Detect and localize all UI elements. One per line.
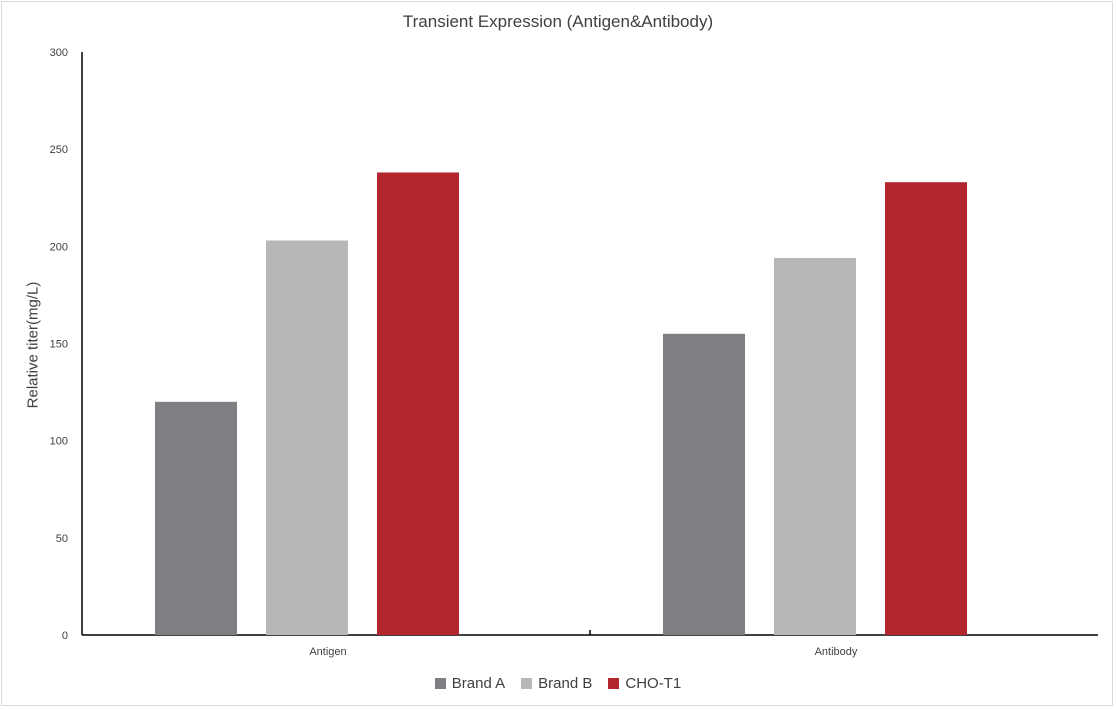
y-tick-label: 50 — [56, 533, 68, 545]
bar-cho-t1-antigen — [377, 172, 459, 635]
y-tick-label: 300 — [50, 47, 68, 59]
bar-cho-t1-antibody — [885, 182, 967, 635]
bar-brand-a-antibody — [663, 333, 745, 635]
chart-title: Transient Expression (Antigen&Antibody) — [402, 12, 714, 31]
legend-swatch-brand-b — [521, 678, 533, 689]
bar-brand-b-antigen — [266, 240, 348, 635]
legend: Brand A Brand B CHO-T1 — [0, 675, 1116, 692]
legend-label-brand-a: Brand A — [451, 675, 506, 692]
bar-brand-b-antibody — [774, 257, 856, 635]
legend-item-brand-a: Brand A — [434, 675, 506, 692]
legend-label-brand-b: Brand B — [538, 675, 593, 692]
x-tick-label: Antigen — [309, 646, 346, 658]
y-tick-label: 200 — [50, 241, 68, 253]
y-tick-label: 150 — [50, 339, 68, 351]
legend-swatch-brand-a — [434, 678, 446, 689]
legend-item-brand-b: Brand B — [521, 675, 592, 692]
legend-swatch-cho-t1 — [608, 678, 620, 689]
y-tick-label: 250 — [50, 144, 68, 156]
y-tick-label: 0 — [62, 630, 68, 642]
x-tick-label: Antibody — [815, 646, 858, 658]
legend-item-cho-t1: CHO-T1 — [608, 675, 681, 692]
bar-brand-a-antigen — [155, 401, 237, 635]
y-tick-label: 100 — [50, 436, 68, 448]
legend-label-cho-t1: CHO-T1 — [625, 675, 682, 692]
